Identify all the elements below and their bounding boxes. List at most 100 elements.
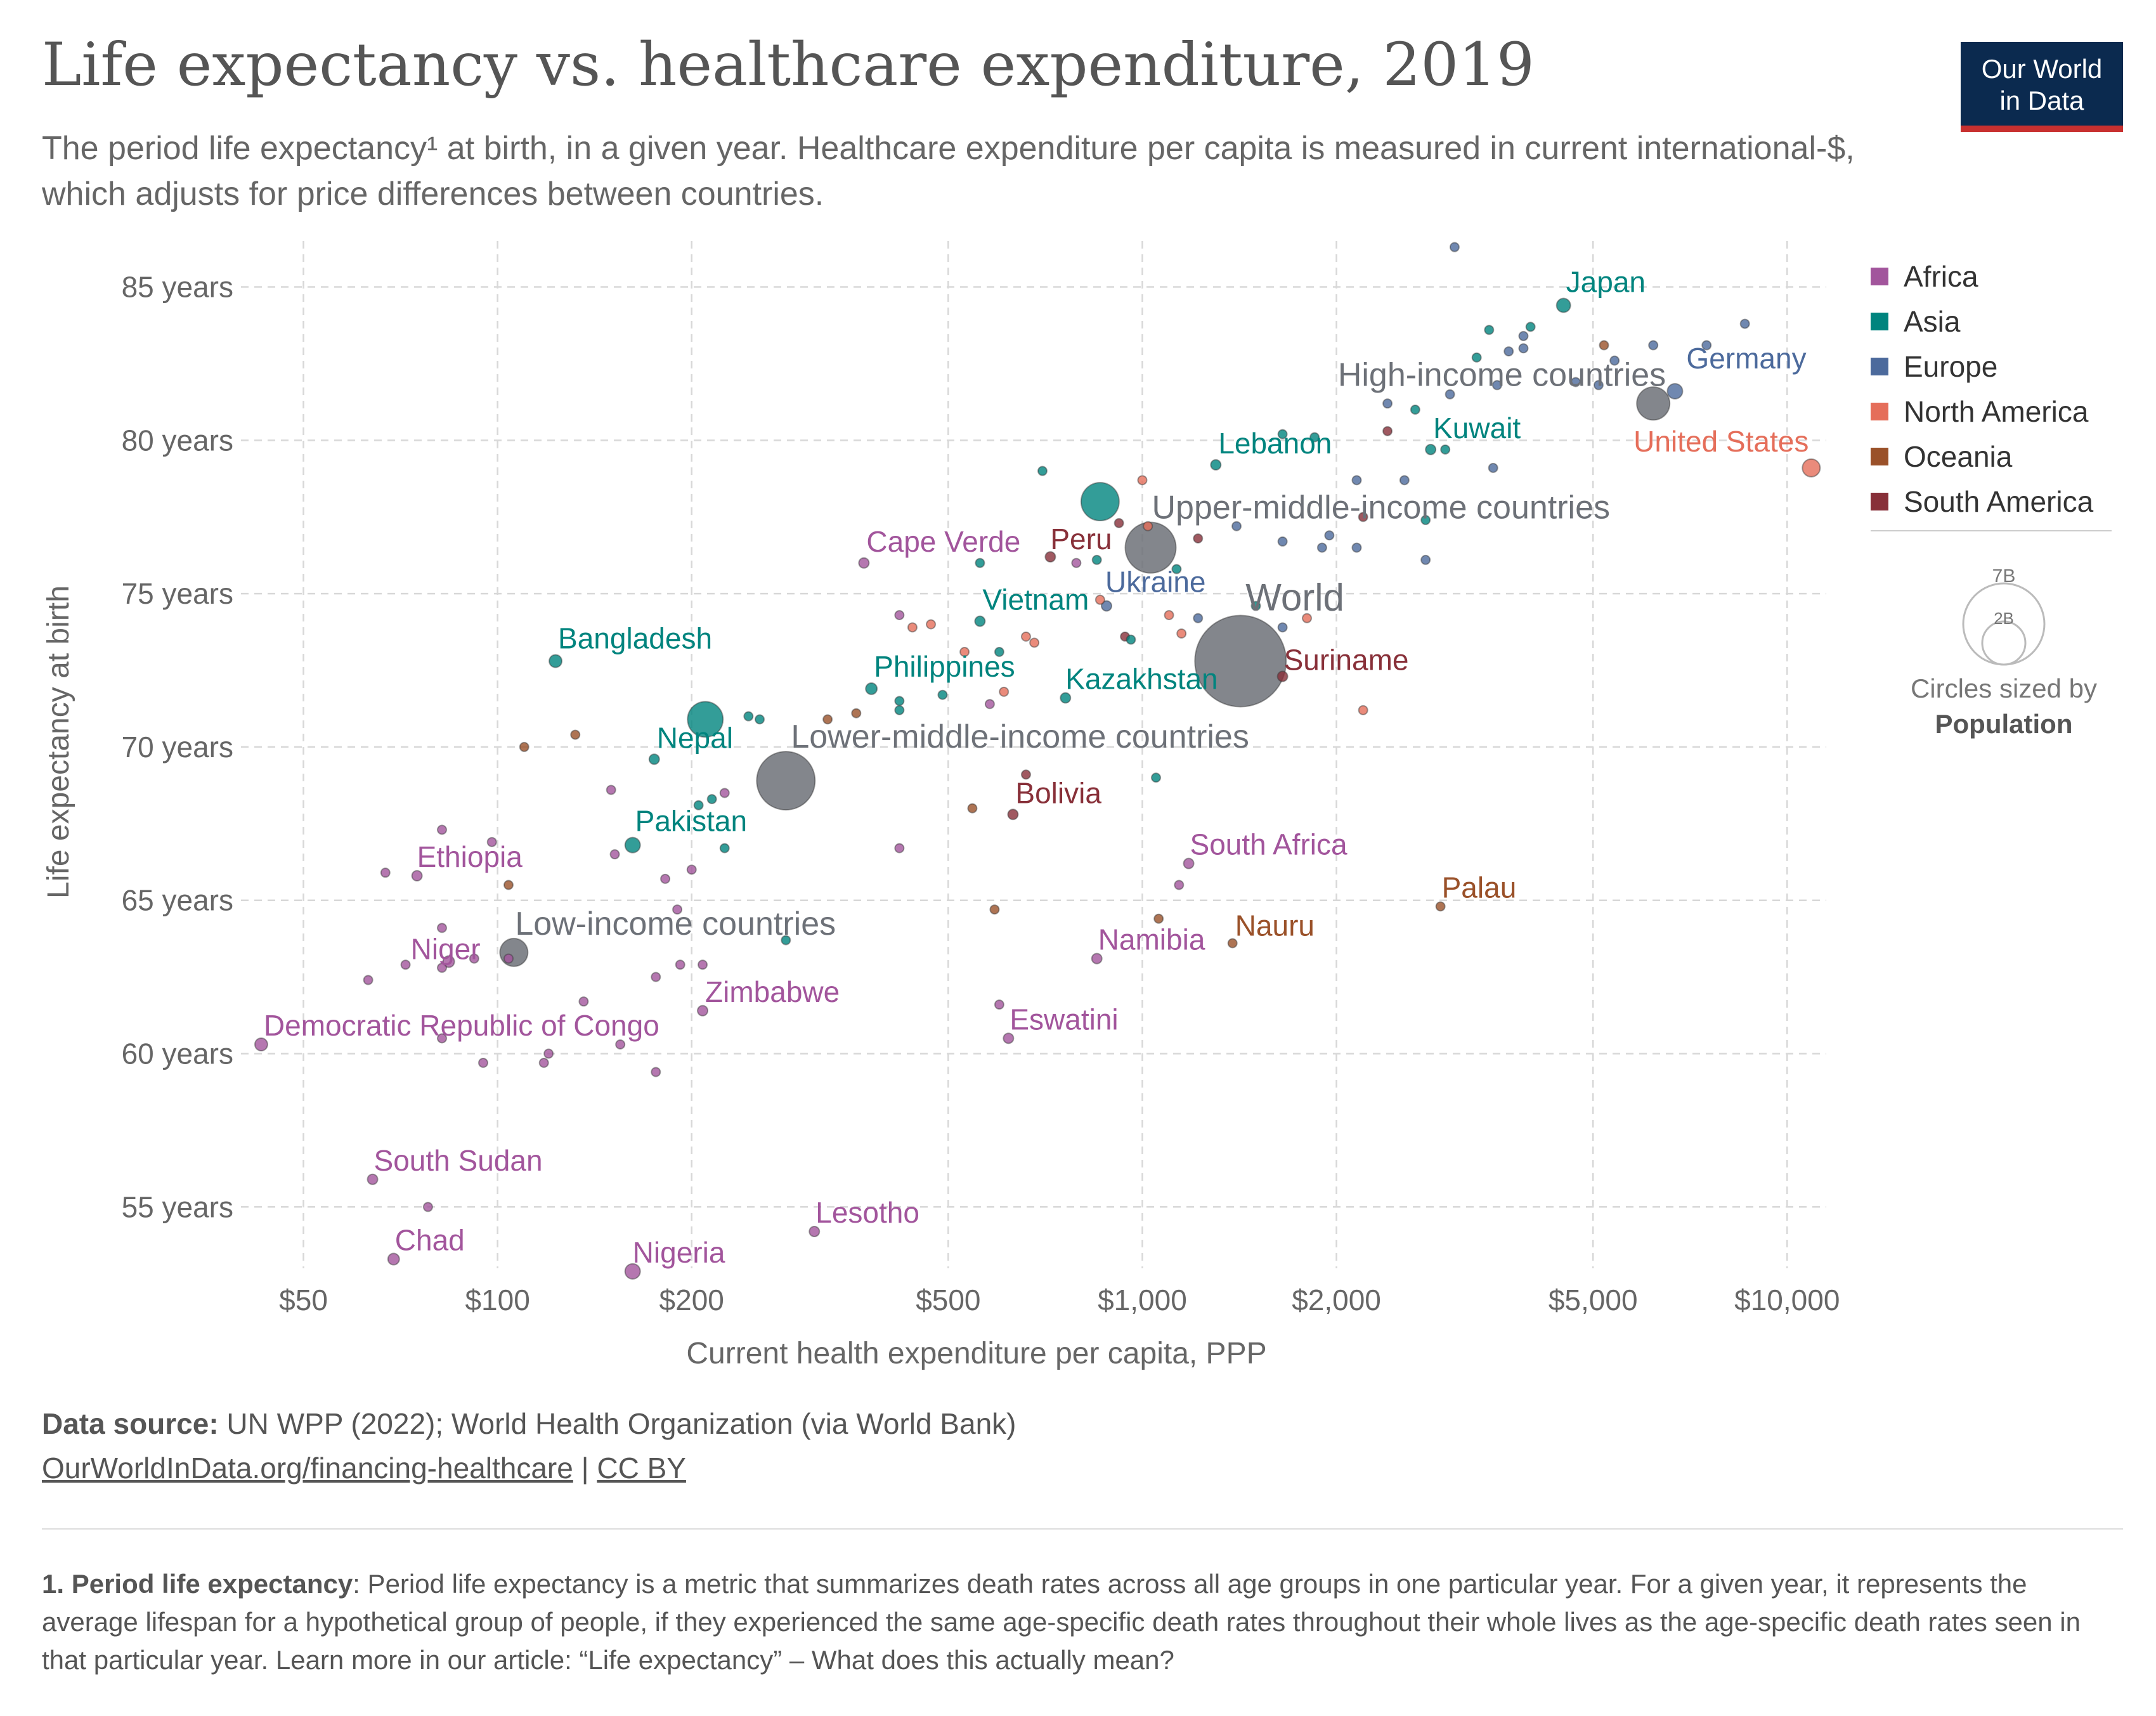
data-point	[1124, 521, 1177, 574]
data-point	[697, 1004, 709, 1017]
data-point	[1491, 380, 1502, 391]
data-point	[1302, 613, 1313, 623]
data-point	[1029, 637, 1040, 648]
y-axis-title: Life expectancy at birth	[42, 585, 75, 899]
data-point	[756, 751, 816, 811]
data-point	[1648, 340, 1659, 351]
data-point	[1503, 346, 1514, 357]
data-point	[1518, 343, 1529, 354]
legend-item-asia[interactable]: Asia	[1871, 299, 2093, 344]
source-link[interactable]: OurWorldInData.org/financing-healthcare	[42, 1452, 573, 1485]
data-point	[538, 1058, 549, 1068]
data-point	[411, 870, 423, 882]
data-point	[1176, 628, 1187, 639]
data-point	[1449, 242, 1460, 252]
data-point	[1324, 530, 1335, 541]
data-point	[436, 824, 447, 835]
point-label: South Africa	[1190, 828, 1348, 861]
point-label: Low-income countries	[515, 906, 836, 942]
y-tick-label: 70 years	[122, 731, 233, 764]
point-label: Palau	[1442, 871, 1517, 904]
data-point	[1250, 601, 1261, 611]
data-point	[1599, 340, 1609, 351]
y-tick-label: 85 years	[122, 271, 233, 304]
logo-line-2: in Data	[1999, 86, 2084, 115]
size-legend: 7B 2B	[1962, 566, 2046, 666]
data-point	[937, 689, 948, 700]
data-point	[967, 803, 978, 814]
data-point	[254, 1037, 268, 1051]
legend-swatch	[1871, 492, 1888, 510]
data-point	[1420, 554, 1431, 565]
point-label: United States	[1633, 425, 1809, 458]
data-point	[926, 619, 937, 630]
legend-item-oceania[interactable]: Oceania	[1871, 434, 2093, 479]
data-point	[624, 1263, 641, 1280]
legend-item-south-america[interactable]: South America	[1871, 479, 2093, 524]
data-point	[1410, 404, 1420, 415]
data-point	[1231, 521, 1242, 531]
footer-divider	[42, 1528, 2123, 1530]
x-tick-label: $200	[659, 1284, 724, 1316]
data-point	[698, 959, 708, 970]
data-point	[1425, 443, 1437, 455]
data-point	[1007, 809, 1019, 821]
data-point	[1358, 512, 1368, 523]
scatter-chart: 55 years 60 years 65 years 70 years 75 years…	[42, 241, 1840, 1370]
point-label: Namibia	[1098, 923, 1205, 956]
data-point	[1309, 432, 1320, 443]
point-label: Lebanon	[1218, 427, 1332, 460]
legend-label: Africa	[1904, 259, 1978, 293]
data-point	[1802, 458, 1821, 478]
data-point	[999, 686, 1010, 697]
data-point	[672, 904, 683, 915]
data-point	[1276, 670, 1289, 682]
data-point	[648, 753, 660, 765]
data-point	[570, 729, 581, 740]
legend-item-africa[interactable]: Africa	[1871, 254, 2093, 299]
data-point	[477, 1058, 488, 1068]
data-point	[1194, 614, 1287, 708]
y-tick-label: 65 years	[122, 884, 233, 917]
data-point	[1382, 426, 1393, 436]
data-point	[755, 714, 765, 725]
license-link[interactable]: CC BY	[597, 1452, 686, 1485]
size-legend-big-label: 7B	[1992, 566, 2016, 587]
legend-label: Asia	[1904, 304, 1961, 338]
point-label: Kuwait	[1433, 412, 1521, 445]
legend-label: South America	[1904, 484, 2094, 518]
data-point	[1399, 475, 1410, 486]
source-label: Data source:	[42, 1407, 219, 1440]
source-text: UN WPP (2022); World Health Organization…	[218, 1407, 1016, 1440]
data-point	[994, 999, 1004, 1010]
y-tick-label: 80 years	[122, 424, 233, 457]
data-point	[660, 873, 671, 884]
legend-item-north-america[interactable]: North America	[1871, 389, 2093, 434]
point-label: Zimbabwe	[705, 975, 840, 1008]
data-point	[609, 849, 620, 860]
data-point	[1174, 880, 1185, 890]
data-point	[1488, 462, 1498, 473]
data-point	[651, 1067, 661, 1077]
point-label: Lesotho	[815, 1196, 919, 1229]
data-point	[1094, 594, 1105, 605]
data-point	[1277, 622, 1288, 633]
data-point	[1609, 355, 1620, 366]
data-point	[1701, 340, 1712, 351]
owid-logo[interactable]: Our World in Data	[1961, 42, 2123, 132]
data-point	[436, 1033, 447, 1044]
data-point	[499, 937, 529, 967]
point-label: South Sudan	[374, 1144, 543, 1177]
data-point	[907, 622, 918, 633]
data-point	[1435, 901, 1446, 912]
legend-item-europe[interactable]: Europe	[1871, 344, 2093, 389]
data-point	[1358, 705, 1368, 715]
point-label: Democratic Republic of Congo	[264, 1009, 659, 1042]
x-tick-label: $500	[916, 1284, 980, 1316]
data-point	[974, 615, 986, 627]
data-point	[894, 696, 905, 706]
point-label: Peru	[1050, 523, 1112, 556]
data-point	[1171, 564, 1182, 575]
data-point	[693, 800, 704, 810]
data-point	[1137, 475, 1148, 486]
